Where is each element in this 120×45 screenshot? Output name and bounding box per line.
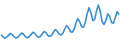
line	[1, 5, 119, 38]
chart-root	[0, 0, 120, 45]
chart	[0, 0, 120, 45]
plot-area	[1, 5, 119, 38]
